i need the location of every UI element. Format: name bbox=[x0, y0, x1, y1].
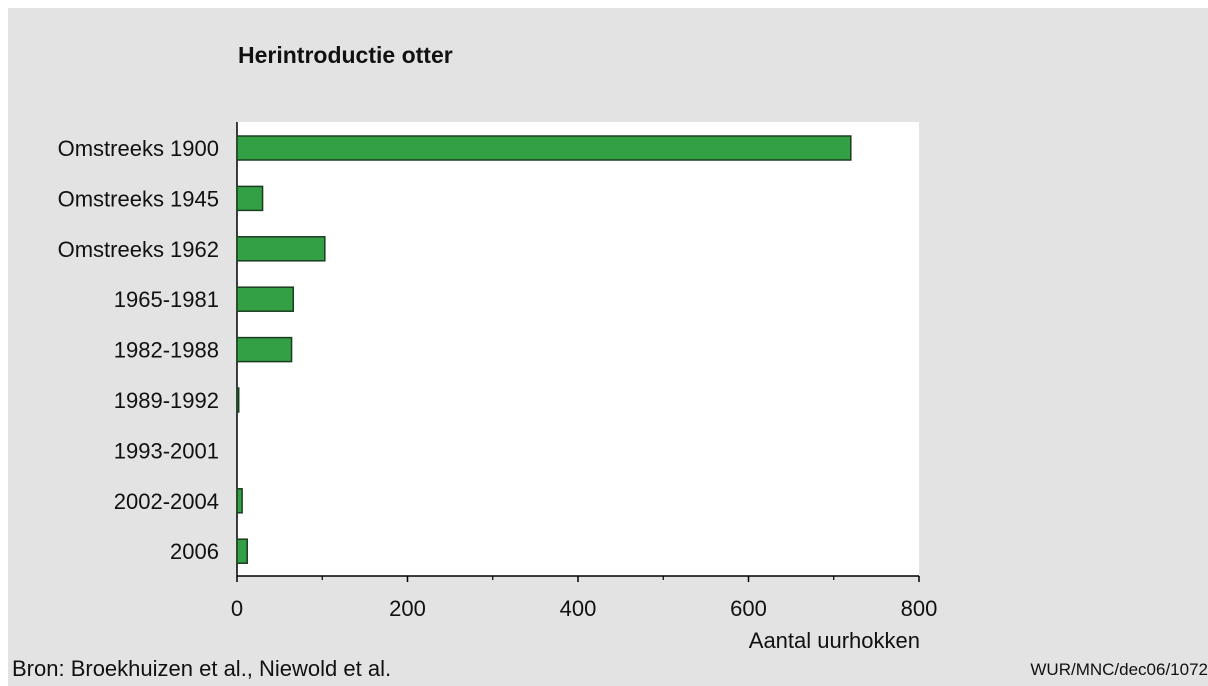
bar-0 bbox=[236, 135, 852, 161]
category-label-5: 1989-1992 bbox=[114, 388, 219, 413]
category-label-4: 1982-1988 bbox=[114, 338, 219, 363]
bar-8 bbox=[236, 538, 248, 564]
credit-code: WUR/MNC/dec06/1072 bbox=[1030, 660, 1208, 679]
x-tick-label-0: 0 bbox=[231, 596, 243, 621]
x-tick-label-1: 200 bbox=[389, 596, 426, 621]
x-tick-label-4: 800 bbox=[901, 596, 938, 621]
category-label-6: 1993-2001 bbox=[114, 438, 219, 463]
x-tick-label-3: 600 bbox=[730, 596, 767, 621]
category-label-2: Omstreeks 1962 bbox=[58, 237, 219, 262]
category-label-3: 1965-1981 bbox=[114, 287, 219, 312]
x-tick-label-2: 400 bbox=[560, 596, 597, 621]
category-label-8: 2006 bbox=[170, 539, 219, 564]
category-label-7: 2002-2004 bbox=[114, 489, 219, 514]
chart-title: Herintroductie otter bbox=[238, 42, 453, 68]
bar-7 bbox=[236, 488, 243, 514]
source-note: Bron: Broekhuizen et al., Niewold et al. bbox=[12, 656, 392, 681]
bar-4 bbox=[236, 336, 293, 363]
bar-2 bbox=[236, 236, 326, 262]
bar-5 bbox=[236, 387, 240, 413]
x-axis-label: Aantal uurhokken bbox=[748, 628, 920, 653]
category-label-0: Omstreeks 1900 bbox=[58, 136, 219, 161]
bar-1 bbox=[236, 185, 264, 212]
bar-3 bbox=[236, 286, 295, 312]
category-label-1: Omstreeks 1945 bbox=[58, 186, 219, 211]
plot-area bbox=[237, 122, 919, 576]
